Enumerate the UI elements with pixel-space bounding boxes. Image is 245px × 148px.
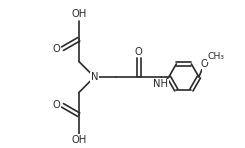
Text: O: O — [135, 47, 142, 57]
Text: O: O — [52, 100, 60, 110]
Text: CH₃: CH₃ — [208, 52, 224, 61]
Text: NH: NH — [153, 79, 168, 89]
Text: O: O — [200, 59, 208, 69]
Text: N: N — [91, 72, 98, 82]
Text: O: O — [52, 44, 60, 54]
Text: OH: OH — [71, 135, 86, 145]
Text: OH: OH — [71, 9, 86, 20]
